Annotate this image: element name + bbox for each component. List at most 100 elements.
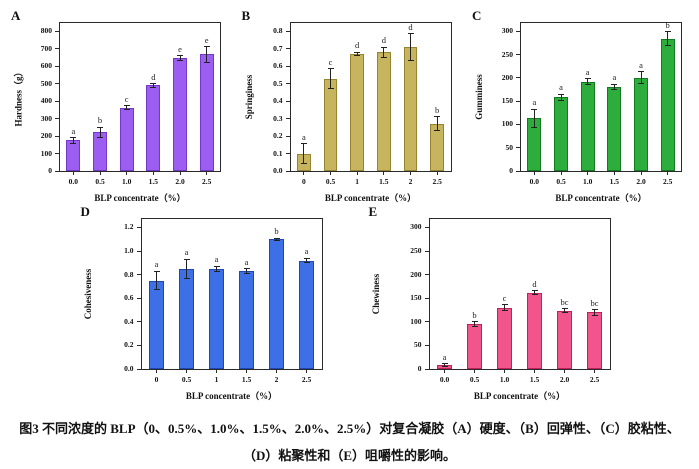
y-tick-label: 0	[509, 166, 513, 175]
error-bar-cap-bottom	[273, 239, 280, 241]
bar-C-0.5	[554, 97, 568, 171]
bar-E-2.0	[556, 310, 573, 369]
x-tick-mark	[533, 172, 535, 175]
x-tick-label: 0.5	[95, 177, 105, 186]
error-bar-cap-bottom	[611, 88, 618, 90]
panel-label-E: E	[368, 204, 378, 219]
x-tick-mark	[152, 172, 154, 175]
y-tick-label: 0.4	[124, 316, 134, 326]
error-bar-cap-bottom	[531, 127, 538, 129]
bar-E-0.5	[466, 324, 483, 369]
sig-letter: a	[585, 66, 590, 77]
sig-letter: e	[204, 34, 209, 45]
error-bar-cap-bottom	[471, 326, 478, 328]
y-axis-title: Cohesiveness	[82, 268, 93, 320]
sig-letter: a	[214, 254, 219, 265]
y-tick-mark	[55, 65, 59, 67]
x-tick-label: 1.0	[499, 375, 510, 384]
error-bar-line	[613, 84, 615, 90]
x-tick-mark	[564, 370, 565, 373]
y-tick-label: 400	[40, 96, 52, 106]
y-tick-label: 700	[40, 43, 52, 53]
error-bar-cap-bottom	[501, 310, 508, 311]
y-tick-label: 100	[410, 316, 422, 326]
x-tick-label: 2.5	[589, 375, 600, 384]
bar-B-2	[403, 47, 418, 171]
error-bar-cap-top	[213, 265, 220, 267]
bar-B-0.5	[323, 78, 338, 171]
error-bar-cap-bottom	[123, 109, 130, 111]
sig-letter: b	[274, 226, 279, 237]
bar-D-2	[268, 239, 285, 369]
y-tick-label: 800	[40, 26, 52, 36]
sig-letter: a	[559, 82, 563, 93]
x-tick-label: 2	[408, 177, 413, 186]
error-bar-cap-bottom	[354, 55, 361, 57]
error-bar-cap-bottom	[531, 293, 538, 295]
y-tick-mark	[424, 297, 429, 299]
error-bar-cap-top	[303, 257, 310, 259]
error-bar-cap-top	[183, 258, 190, 260]
error-bar-line	[206, 46, 208, 63]
error-bar-cap-bottom	[327, 87, 334, 89]
error-bar-line	[179, 55, 181, 60]
error-bar-cap-bottom	[664, 45, 671, 47]
y-tick-mark	[136, 226, 141, 228]
y-tick-mark	[285, 65, 290, 67]
y-tick-mark	[424, 226, 429, 228]
bar-D-2.5	[298, 260, 315, 369]
x-tick-mark	[306, 370, 307, 373]
y-tick-mark	[424, 368, 429, 370]
y-tick-mark	[285, 170, 290, 172]
error-bar-cap-bottom	[558, 100, 564, 102]
y-tick-mark	[55, 170, 59, 172]
y-tick-mark	[55, 30, 59, 32]
figure-caption-line-2: （D）粘聚性和（E）咀嚼性的影响。	[242, 448, 457, 463]
sig-letter: a	[639, 59, 643, 70]
y-tick-mark	[516, 54, 520, 56]
y-tick-mark	[516, 147, 520, 149]
x-tick-mark	[436, 172, 438, 175]
y-tick-mark	[424, 274, 429, 276]
bar-B-1	[350, 54, 365, 171]
x-tick-label: 2.5	[201, 177, 212, 186]
sig-letter: bc	[590, 297, 599, 308]
sig-letter: a	[154, 259, 159, 270]
y-tick-mark	[424, 344, 429, 346]
x-tick-label: 1.0	[121, 177, 132, 186]
error-bar-cap-bottom	[243, 272, 250, 274]
x-tick-mark	[356, 172, 358, 175]
x-axis-title: BLP concentrate（%）	[324, 193, 417, 203]
x-axis-title: BLP concentrate（%）	[185, 391, 278, 401]
error-bar-line	[303, 143, 305, 164]
error-bar-line	[72, 137, 74, 144]
error-bar-cap-top	[327, 68, 334, 70]
y-tick-mark	[285, 135, 290, 137]
y-tick-label: 0.1	[273, 148, 283, 158]
sig-letter: a	[71, 125, 76, 136]
x-tick-mark	[444, 370, 445, 373]
panel-label-D: D	[80, 204, 90, 219]
error-bar-cap-top	[354, 51, 361, 53]
error-bar-cap-bottom	[177, 59, 183, 61]
y-tick-label: 0.8	[273, 26, 283, 36]
error-bar-cap-top	[611, 83, 618, 85]
y-tick-mark	[136, 321, 141, 323]
x-tick-mark	[594, 370, 595, 373]
x-tick-label: 2.5	[662, 177, 673, 186]
sig-letter: d	[381, 35, 386, 46]
sig-letter: c	[502, 292, 507, 303]
y-tick-mark	[285, 48, 290, 50]
error-bar-cap-top	[273, 237, 280, 239]
bar-A-0.5	[93, 132, 107, 171]
y-tick-label: 150	[501, 96, 513, 106]
x-tick-label: 0.5	[469, 375, 480, 384]
panel-label-A: A	[11, 8, 21, 23]
x-tick-label: 0.5	[556, 177, 566, 186]
error-bar-line	[594, 309, 595, 316]
x-tick-mark	[216, 370, 217, 373]
x-tick-mark	[613, 172, 615, 175]
y-tick-label: 200	[410, 269, 422, 279]
bar-D-1	[208, 268, 225, 369]
y-tick-mark	[424, 250, 429, 252]
